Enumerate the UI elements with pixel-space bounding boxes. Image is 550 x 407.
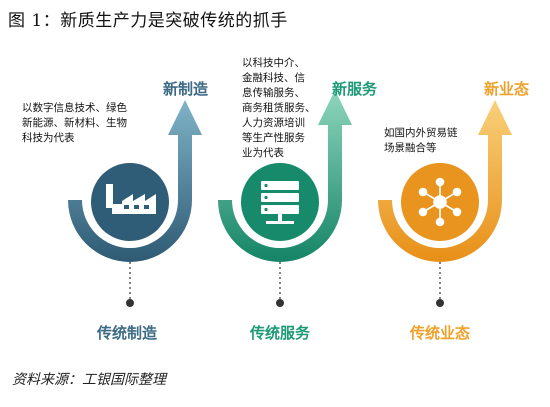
- description-line: 业为代表: [242, 147, 284, 159]
- arrow-manufacturing: [68, 100, 202, 307]
- factory-icon: [106, 184, 156, 214]
- description-line: 如国内外贸易链: [384, 127, 458, 139]
- label-traditional-manufacturing: 传统制造: [97, 324, 158, 342]
- description-line: 人力资源培训: [242, 117, 305, 129]
- label-new-business-formats: 新业态: [484, 80, 530, 98]
- page-title: 图 1：新质生产力是突破传统的抓手: [8, 11, 288, 31]
- description-line: 场景融合等: [384, 142, 437, 154]
- description-business-formats: 如国内外贸易链 场景融合等: [384, 126, 458, 156]
- label-new-services: 新服务: [332, 80, 378, 98]
- description-line: 商务租赁服务、: [242, 102, 316, 114]
- label-traditional-services: 传统服务: [250, 324, 311, 342]
- label-traditional-business-formats: 传统业态: [410, 324, 471, 342]
- description-line: 以科技中介、: [242, 57, 305, 69]
- description-line: 以数字信息技术、绿色: [22, 102, 127, 114]
- network-hub-icon: [418, 177, 462, 227]
- source-note: 资料来源：工银国际整理: [12, 372, 166, 388]
- description-line: 息传输服务、: [242, 87, 305, 99]
- arrow-business-formats: [378, 100, 512, 307]
- description-services: 以科技中介、 金融科技、信 息传输服务、 商务租赁服务、 人力资源培训 等生产性…: [242, 56, 316, 161]
- description-line: 等生产性服务: [242, 132, 305, 144]
- server-icon: [261, 181, 299, 224]
- description-line: 新能源、新材料、生物: [22, 117, 127, 129]
- label-new-manufacturing: 新制造: [163, 80, 209, 98]
- description-line: 金融科技、信: [242, 72, 305, 84]
- description-line: 科技为代表: [22, 132, 75, 144]
- description-manufacturing: 以数字信息技术、绿色 新能源、新材料、生物 科技为代表: [22, 101, 127, 146]
- arrow-services: [218, 90, 352, 307]
